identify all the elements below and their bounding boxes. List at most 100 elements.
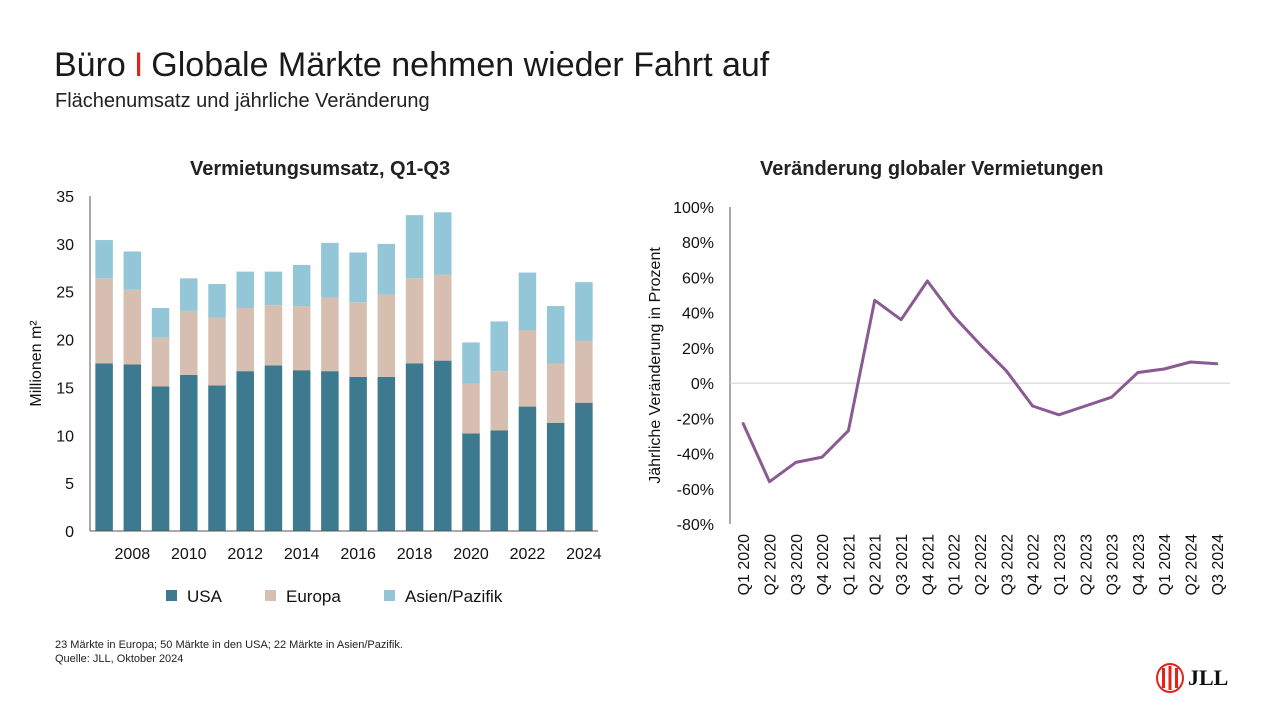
bar-x-tick-2024: 2024: [566, 546, 602, 563]
line-y-tick--20: -20%: [677, 411, 714, 428]
bar-2010-usa: [180, 374, 198, 531]
legend-label-0: USA: [187, 587, 223, 606]
jll-logo: JLL: [1155, 663, 1228, 693]
legend-swatch-2: [384, 590, 395, 601]
line-y-tick-100: 100%: [673, 200, 714, 217]
bar-y-tick-25: 25: [56, 285, 74, 302]
bar-2021-europa: [490, 371, 508, 431]
line-series-global: [741, 279, 1219, 484]
legend-swatch-1: [265, 590, 276, 601]
bar-2016-europa: [349, 302, 367, 377]
bar-2017-usa: [377, 376, 396, 531]
line-x-tick-Q1-2023: Q1 2023: [1052, 534, 1069, 595]
title-part1: Büro: [54, 46, 126, 84]
bar-y-tick-15: 15: [56, 380, 74, 397]
bar-2015-usa: [321, 371, 339, 531]
bar-2019-europa: [434, 274, 452, 361]
bar-2019-usa: [434, 360, 452, 531]
bar-2011-asienpazifik: [208, 284, 226, 318]
bar-2008-europa: [123, 289, 142, 365]
bar-y-tick-10: 10: [56, 428, 74, 445]
bar-2022-asienpazifik: [518, 272, 537, 330]
bar-2020-usa: [462, 433, 480, 531]
bar-2018-usa: [405, 363, 424, 531]
bar-2021-asienpazifik: [490, 321, 508, 372]
bar-x-tick-2008: 2008: [115, 546, 151, 563]
bar-2017-europa: [377, 294, 396, 377]
bar-2008-asienpazifik: [123, 251, 142, 290]
line-x-tick-Q2-2022: Q2 2022: [973, 534, 990, 595]
bar-2013-usa: [264, 365, 283, 531]
jll-logo-text: JLL: [1188, 665, 1229, 690]
bar-2007-usa: [95, 363, 113, 531]
line-y-tick-0: 0%: [691, 376, 714, 393]
bar-2019-asienpazifik: [434, 212, 452, 275]
line-y-tick-80: 80%: [682, 235, 714, 252]
bar-2014-usa: [292, 370, 311, 531]
bar-2017-asienpazifik: [377, 243, 396, 295]
bar-2012-europa: [236, 307, 254, 372]
line-chart-title: Veränderung globaler Vermietungen: [760, 158, 1104, 180]
bar-2018-asienpazifik: [405, 215, 424, 279]
footnote-markets: 23 Märkte in Europa; 50 Märkte in den US…: [55, 639, 403, 651]
bar-2015-europa: [321, 297, 339, 372]
bar-2009-asienpazifik: [151, 307, 170, 338]
bar-2013-asienpazifik: [264, 271, 283, 306]
bar-2007-asienpazifik: [95, 240, 113, 279]
title-part2: Globale Märkte nehmen wieder Fahrt auf: [151, 46, 770, 84]
bar-2021-usa: [490, 430, 508, 531]
slide-subtitle: Flächenumsatz und jährliche Veränderung: [55, 90, 430, 112]
bar-x-tick-2010: 2010: [171, 546, 207, 563]
line-x-tick-Q1-2021: Q1 2021: [841, 534, 858, 595]
bar-2011-europa: [208, 317, 226, 386]
bar-x-tick-2012: 2012: [227, 546, 263, 563]
line-x-tick-Q3-2023: Q3 2023: [1105, 534, 1122, 595]
line-x-tick-Q4-2021: Q4 2021: [920, 534, 937, 595]
line-y-tick--60: -60%: [677, 482, 714, 499]
bar-x-tick-2022: 2022: [510, 546, 546, 563]
bar-2020-asienpazifik: [462, 342, 480, 384]
bar-y-tick-35: 35: [56, 189, 74, 206]
bar-2024-asienpazifik: [575, 282, 593, 341]
line-x-tick-Q3-2022: Q3 2022: [999, 534, 1016, 595]
title-separator: I: [133, 46, 144, 84]
line-x-tick-Q4-2020: Q4 2020: [815, 534, 832, 595]
bar-2020-europa: [462, 383, 480, 434]
bar-2016-usa: [349, 376, 367, 531]
line-x-tick-Q2-2020: Q2 2020: [762, 534, 779, 595]
line-y-tick-40: 40%: [682, 306, 714, 323]
bar-2012-asienpazifik: [236, 271, 254, 308]
bar-2007-europa: [95, 278, 113, 364]
line-y-axis-label: Jährliche Veränderung in Prozent: [647, 247, 664, 484]
line-x-tick-Q4-2022: Q4 2022: [1026, 534, 1043, 595]
bar-2011-usa: [208, 385, 226, 531]
bar-y-tick-5: 5: [65, 476, 74, 493]
line-x-tick-Q3-2021: Q3 2021: [894, 534, 911, 595]
bar-2022-europa: [518, 330, 537, 407]
bar-2008-usa: [123, 364, 142, 531]
bar-2009-usa: [151, 386, 170, 531]
bar-x-tick-2018: 2018: [397, 546, 433, 563]
bar-2012-usa: [236, 371, 254, 531]
line-x-tick-Q3-2020: Q3 2020: [789, 534, 806, 595]
bar-2013-europa: [264, 305, 283, 366]
legend-label-1: Europa: [286, 587, 341, 606]
bar-2010-asienpazifik: [180, 278, 198, 311]
bar-2023-asienpazifik: [546, 306, 565, 364]
bar-2024-europa: [575, 340, 593, 403]
bar-y-tick-0: 0: [65, 524, 74, 541]
line-x-tick-Q1-2024: Q1 2024: [1157, 534, 1174, 595]
bar-2016-asienpazifik: [349, 252, 367, 303]
bar-2024-usa: [575, 402, 593, 531]
line-x-tick-Q2-2024: Q2 2024: [1184, 534, 1201, 595]
footnote-source: Quelle: JLL, Oktober 2024: [55, 653, 184, 665]
line-x-tick-Q3-2024: Q3 2024: [1210, 534, 1227, 595]
bar-2022-usa: [518, 406, 537, 531]
legend-label-2: Asien/Pazifik: [405, 587, 503, 606]
bar-y-tick-30: 30: [56, 237, 74, 254]
line-y-tick-20: 20%: [682, 341, 714, 358]
bar-2014-asienpazifik: [292, 264, 311, 307]
line-y-tick--40: -40%: [677, 447, 714, 464]
bar-x-tick-2016: 2016: [340, 546, 376, 563]
